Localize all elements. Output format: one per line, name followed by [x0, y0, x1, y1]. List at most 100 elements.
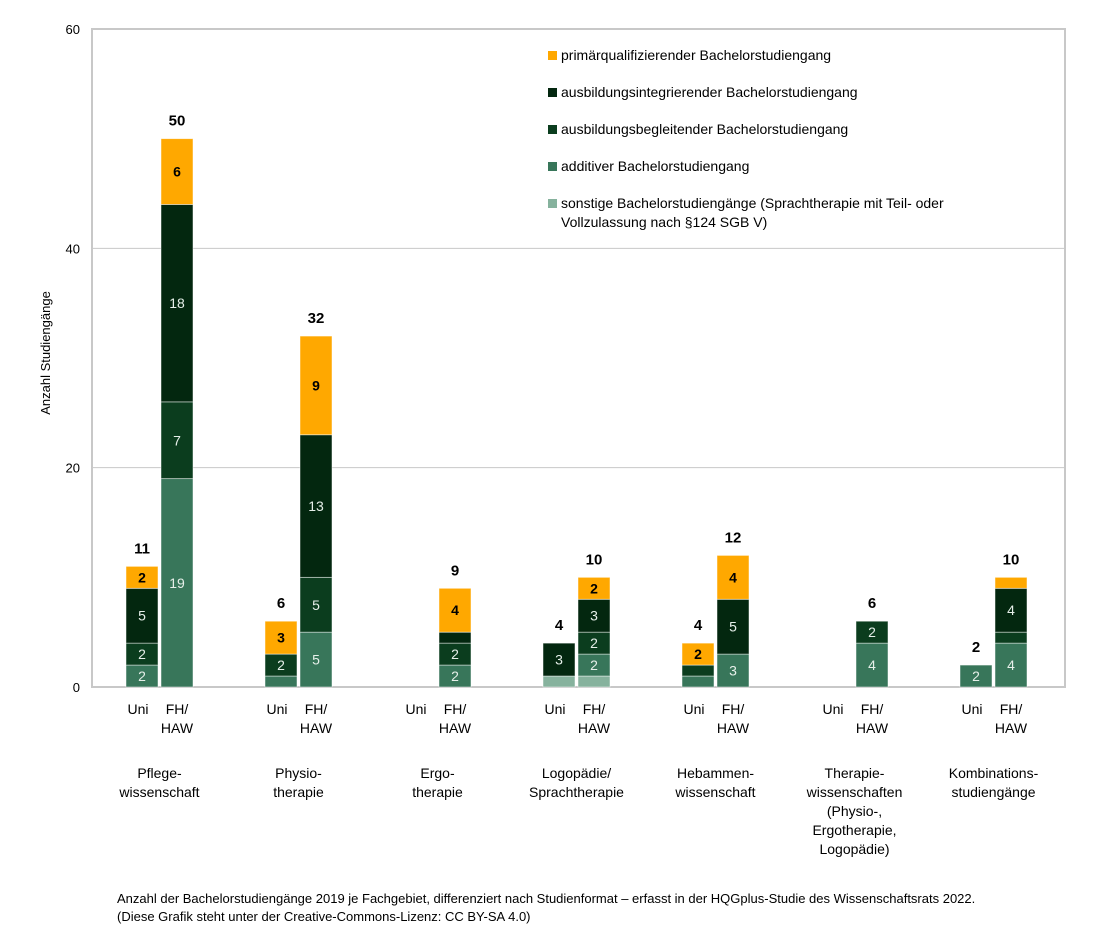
x-subcategory-label: Uni	[127, 701, 148, 717]
segment-value-label: 2	[590, 580, 598, 596]
bar-segment-additiv	[994, 642, 1028, 688]
x-group-label: studiengänge	[951, 784, 1035, 800]
x-group-label: wissenschaften	[806, 784, 903, 800]
x-subcategory-label: Uni	[822, 701, 843, 717]
bar-segment-integrierend	[577, 598, 611, 633]
segment-value-label: 2	[451, 668, 459, 684]
caption: Anzahl der Bachelorstudiengänge 2019 je …	[117, 890, 975, 926]
x-group-label: Physio-	[275, 765, 322, 781]
segment-value-label: 3	[277, 630, 285, 646]
segment-value-label: 4	[1007, 657, 1015, 673]
x-subcategory-label: FH/	[305, 701, 328, 717]
bar-segment-primaer	[160, 138, 194, 205]
segment-value-label: 2	[972, 668, 980, 684]
y-tick-label: 60	[66, 22, 80, 37]
segment-value-label: 5	[729, 619, 737, 635]
x-subcategory-label: HAW	[161, 720, 194, 736]
bar-segment-begleitend	[855, 620, 889, 644]
bar-total-label: 10	[586, 551, 603, 568]
segment-value-label: 2	[868, 624, 876, 640]
segment-value-label: 4	[729, 569, 737, 585]
x-subcategory-label: Uni	[683, 701, 704, 717]
segment-value-label: 4	[1007, 602, 1015, 618]
legend-label-begleitend: ausbildungsbegleitender Bachelorstudieng…	[561, 121, 848, 137]
bar-segment-integrierend	[125, 587, 159, 644]
x-subcategory-label: HAW	[578, 720, 611, 736]
bar-segment-primaer	[994, 576, 1028, 589]
bar-segment-begleitend	[994, 631, 1028, 644]
bar-segment-additiv	[264, 675, 298, 688]
caption-line-1: Anzahl der Bachelorstudiengänge 2019 je …	[117, 891, 976, 906]
segment-value-label: 18	[169, 295, 185, 311]
segment-value-label: 2	[451, 646, 459, 662]
x-subcategory-label: HAW	[856, 720, 889, 736]
bar-segment-additiv	[855, 642, 889, 688]
x-group-label: wissenschaft	[118, 784, 199, 800]
legend-swatch-begleitend	[548, 125, 557, 134]
x-subcategory-label: HAW	[300, 720, 333, 736]
legend-label-sonstige-line2: Vollzulassung nach §124 SGB V)	[561, 214, 767, 230]
segment-value-label: 6	[173, 164, 181, 180]
segment-value-label: 4	[451, 602, 459, 618]
bar-segment-integrierend	[994, 587, 1028, 633]
x-subcategory-label: Uni	[961, 701, 982, 717]
x-subcategory-label: Uni	[266, 701, 287, 717]
bar-total-label: 11	[134, 540, 150, 557]
bar-total-label: 10	[1003, 551, 1020, 568]
bar-segment-integrierend	[542, 642, 576, 677]
segment-value-label: 2	[590, 657, 598, 673]
x-group-label: Therapie-	[825, 765, 885, 781]
x-group-label: Ergo-	[420, 765, 455, 781]
caption-line-2: (Diese Grafik steht unter der Creative-C…	[117, 909, 531, 924]
bar-segment-integrierend	[716, 598, 750, 655]
x-subcategory-label: FH/	[722, 701, 745, 717]
bar-segment-primaer	[438, 587, 472, 633]
x-subcategory-label: Uni	[405, 701, 426, 717]
legend-swatch-sonstige	[548, 199, 557, 208]
bar-segment-sonstige	[577, 675, 611, 688]
legend-label-integrierend: ausbildungsintegrierender Bachelorstudie…	[561, 84, 858, 100]
bar-total-label: 2	[972, 639, 980, 656]
x-subcategory-label: FH/	[1000, 701, 1023, 717]
bar-segment-integrierend	[438, 631, 472, 644]
segment-value-label: 2	[138, 668, 146, 684]
segment-value-label: 3	[555, 652, 563, 668]
bar-total-label: 6	[868, 595, 876, 612]
bar-segment-primaer	[299, 335, 333, 436]
bar-segment-primaer	[264, 620, 298, 655]
segment-value-label: 5	[312, 652, 320, 668]
x-group-label: Hebammen-	[677, 765, 754, 781]
x-subcategory-label: FH/	[583, 701, 606, 717]
segment-value-label: 2	[277, 657, 285, 673]
x-subcategory-label: HAW	[439, 720, 472, 736]
bar-total-label: 9	[451, 562, 459, 579]
bar-segment-sonstige	[542, 675, 576, 688]
bar-total-label: 4	[694, 617, 703, 634]
legend-swatch-primaer	[548, 51, 557, 60]
bar-total-label: 32	[308, 310, 325, 327]
bar-total-label: 12	[725, 529, 742, 546]
x-group-label: Logopädie/	[542, 765, 611, 781]
segment-value-label: 2	[590, 635, 598, 651]
x-subcategory-label: HAW	[717, 720, 750, 736]
bar-total-label: 50	[169, 113, 186, 130]
y-tick-label: 0	[73, 680, 80, 695]
bar-segment-begleitend	[681, 664, 715, 677]
bar-segment-begleitend	[299, 576, 333, 633]
x-group-label: therapie	[273, 784, 324, 800]
x-subcategory-label: HAW	[995, 720, 1028, 736]
x-group-label: Kombinations-	[949, 765, 1039, 781]
x-group-label: therapie	[412, 784, 463, 800]
bar-segment-primaer	[681, 642, 715, 666]
x-subcategory-label: Uni	[544, 701, 565, 717]
segment-value-label: 5	[138, 608, 146, 624]
segment-value-label: 13	[308, 498, 324, 514]
x-subcategory-label: FH/	[166, 701, 189, 717]
segment-value-label: 3	[729, 663, 737, 679]
segment-value-label: 2	[138, 569, 146, 585]
segment-value-label: 3	[590, 608, 598, 624]
bar-segment-integrierend	[299, 434, 333, 578]
bar-segment-primaer	[716, 555, 750, 600]
x-group-label: wissenschaft	[674, 784, 755, 800]
